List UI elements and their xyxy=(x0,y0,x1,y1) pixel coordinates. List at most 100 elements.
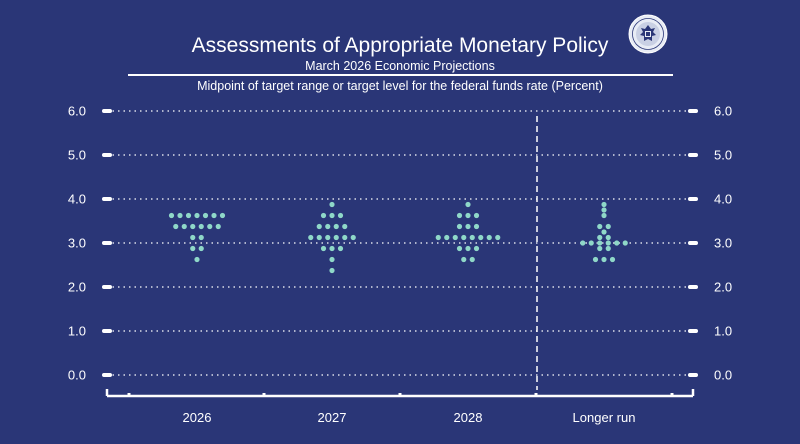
participant-dot xyxy=(456,223,463,230)
participant-dot xyxy=(329,212,335,219)
participant-dot xyxy=(605,223,611,230)
chart-subtitle: March 2026 Economic Projections xyxy=(305,59,495,73)
y-tick-label-left: 5.0 xyxy=(68,148,86,163)
participant-dot xyxy=(597,234,603,241)
participant-dot xyxy=(597,240,603,246)
participant-dot xyxy=(190,223,196,230)
participant-dot xyxy=(456,212,463,219)
participant-dot xyxy=(461,256,467,263)
participant-dot xyxy=(580,240,586,246)
participant-dot xyxy=(601,207,607,213)
participant-dot xyxy=(588,240,594,246)
participant-dot xyxy=(342,223,348,230)
y-tick-label-left: 0.0 xyxy=(68,368,86,383)
participant-dot xyxy=(185,212,192,219)
participant-dot xyxy=(198,245,204,252)
participant-dot xyxy=(444,234,450,241)
x-category-label: 2027 xyxy=(318,410,347,425)
participant-dot xyxy=(461,234,467,241)
participant-dot xyxy=(486,234,492,241)
participant-dot xyxy=(316,223,322,230)
participant-dot xyxy=(465,212,471,219)
participant-dot xyxy=(435,234,441,241)
participant-dot xyxy=(592,256,599,263)
participant-dot xyxy=(478,234,484,241)
participant-dot xyxy=(320,212,327,219)
participant-dot xyxy=(333,234,339,241)
participant-dot xyxy=(320,245,327,252)
federal-reserve-seal-icon xyxy=(628,14,668,54)
participant-dot xyxy=(329,201,335,208)
participant-dot xyxy=(469,256,475,263)
participant-dot xyxy=(337,245,344,252)
participant-dot xyxy=(465,223,471,230)
participant-dot xyxy=(601,256,607,263)
y-tick-label-right: 3.0 xyxy=(714,236,732,251)
x-category-label: 2028 xyxy=(454,410,483,425)
participant-dot xyxy=(601,229,607,235)
participant-dot xyxy=(601,212,607,219)
participant-dot xyxy=(465,245,471,252)
x-category-label: 2026 xyxy=(183,410,212,425)
participant-dot xyxy=(168,212,175,219)
participant-dot xyxy=(177,212,183,219)
participant-dot xyxy=(473,212,480,219)
title-divider xyxy=(128,74,673,76)
y-tick-label-left: 6.0 xyxy=(68,104,86,119)
participant-dot xyxy=(452,234,458,241)
participant-dot xyxy=(198,223,204,230)
participant-dot xyxy=(597,245,603,252)
y-tick-label-right: 6.0 xyxy=(714,104,732,119)
y-tick-label-right: 4.0 xyxy=(714,192,732,207)
participant-dot xyxy=(190,245,196,252)
y-tick-label-left: 1.0 xyxy=(68,324,86,339)
participant-dot xyxy=(337,212,344,219)
participant-dot xyxy=(350,234,356,241)
y-tick-label-left: 4.0 xyxy=(68,192,86,207)
participant-dot xyxy=(473,245,480,252)
participant-dot xyxy=(333,223,339,230)
y-tick-label-right: 1.0 xyxy=(714,324,732,339)
y-tick-label-right: 5.0 xyxy=(714,148,732,163)
x-category-label: Longer run xyxy=(573,410,636,425)
y-tick-label-left: 2.0 xyxy=(68,280,86,295)
participant-dot xyxy=(605,245,611,252)
participant-dot xyxy=(597,223,603,230)
participant-dot xyxy=(622,240,628,246)
participant-dot xyxy=(194,256,200,263)
participant-dot xyxy=(456,245,463,252)
y-tick-label-right: 0.0 xyxy=(714,368,732,383)
participant-dot xyxy=(219,212,226,219)
participant-dot xyxy=(465,201,471,208)
participant-dot xyxy=(211,212,217,219)
participant-dot xyxy=(173,223,179,230)
participant-dot xyxy=(194,212,200,219)
y-tick-label-right: 2.0 xyxy=(714,280,732,295)
participant-dot xyxy=(215,223,221,230)
participant-dot xyxy=(316,234,322,241)
participant-dot xyxy=(329,245,335,252)
participant-dot xyxy=(202,212,209,219)
participant-dot xyxy=(473,223,480,230)
participant-dot xyxy=(329,256,335,263)
participant-dot xyxy=(329,267,335,274)
participant-dot xyxy=(609,256,616,263)
participant-dot xyxy=(198,234,204,241)
participant-dot xyxy=(207,223,213,230)
participant-dot xyxy=(495,234,501,241)
y-axis-label: Midpoint of target range or target level… xyxy=(197,79,603,93)
y-tick-label-left: 3.0 xyxy=(68,236,86,251)
participant-dot xyxy=(614,240,620,246)
participant-dot xyxy=(342,234,348,241)
participant-dot xyxy=(469,234,475,241)
participant-dot xyxy=(605,240,611,246)
chart-title: Assessments of Appropriate Monetary Poli… xyxy=(191,34,609,57)
participant-dot xyxy=(605,234,611,241)
participant-dot xyxy=(308,234,314,241)
participant-dot xyxy=(325,223,331,230)
participant-dot xyxy=(601,201,607,208)
participant-dot xyxy=(190,234,196,241)
participant-dot xyxy=(325,234,331,241)
